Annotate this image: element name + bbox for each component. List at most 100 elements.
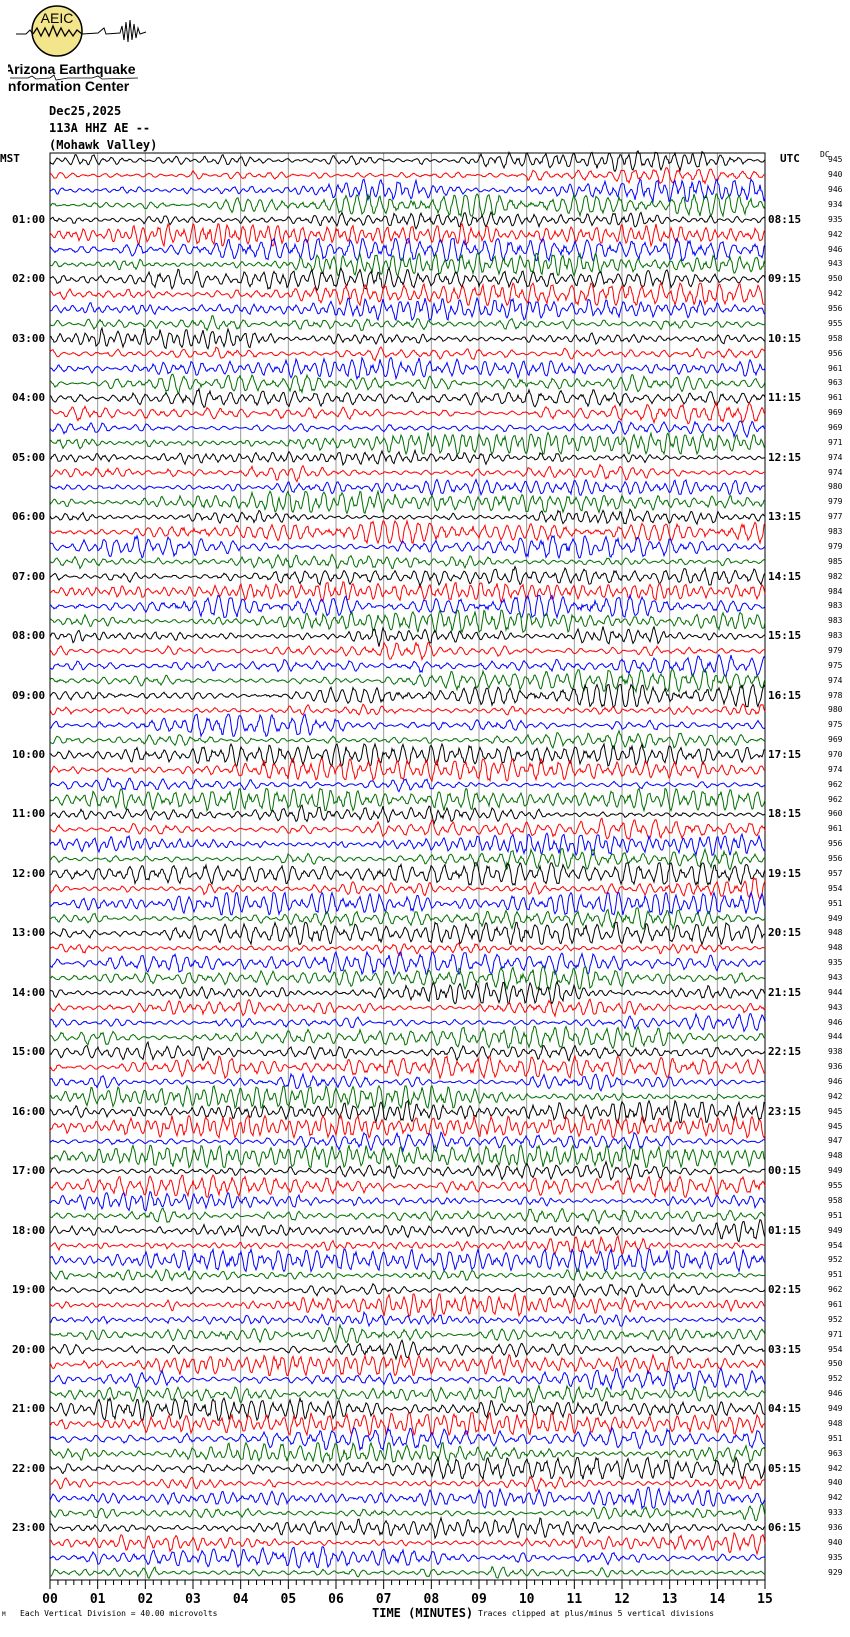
plot-date: Dec25,2025 — [49, 104, 122, 118]
mst-hour-label: 11:00 — [12, 807, 46, 821]
dc-offset-value: 969 — [828, 422, 843, 432]
seismic-trace — [49, 1366, 766, 1392]
dc-offset-value: 952 — [828, 1374, 843, 1384]
seismic-trace — [49, 1531, 766, 1556]
dc-offset-value: 956 — [828, 304, 843, 314]
dc-offset-value: 978 — [828, 690, 843, 700]
utc-hour-label: 10:15 — [768, 331, 802, 345]
dc-offset-value: 935 — [828, 214, 843, 224]
dc-offset-value: 948 — [828, 928, 843, 938]
seismic-trace — [49, 1072, 766, 1092]
seismic-trace — [49, 668, 766, 694]
seismic-trace — [49, 1486, 766, 1511]
utc-hour-label: 00:15 — [768, 1164, 802, 1178]
dc-offset-value: 940 — [828, 1537, 843, 1547]
seismic-trace — [49, 921, 766, 947]
dc-offset-value: 980 — [828, 705, 843, 715]
seismic-trace — [49, 641, 766, 662]
utc-hour-label: 06:15 — [768, 1520, 802, 1534]
seismic-trace — [49, 608, 766, 634]
seismic-trace — [49, 346, 766, 362]
seismic-trace — [49, 966, 766, 991]
utc-hour-label: 01:15 — [768, 1223, 802, 1237]
dc-offset-value: 974 — [828, 764, 843, 774]
station-code: 113A HHZ AE -- — [49, 121, 151, 135]
seismic-trace — [49, 1207, 766, 1226]
dc-offset-value: 969 — [828, 408, 843, 418]
dc-offset-value: 983 — [828, 631, 843, 641]
x-tick-label: 12 — [614, 1592, 630, 1607]
dc-offset-value: 956 — [828, 839, 843, 849]
logo-graphic: AEIC Arizona Earthquake Information Cent… — [4, 5, 147, 94]
seismic-trace — [49, 489, 766, 515]
dc-offset-value: 985 — [828, 556, 843, 566]
dc-offset-value: 950 — [828, 1359, 843, 1369]
dc-offset-value: 951 — [828, 898, 843, 908]
dc-offset-value: 974 — [828, 452, 843, 462]
seismic-trace — [49, 267, 766, 292]
dc-offset-value: 946 — [828, 185, 843, 195]
dc-offset-value: 948 — [828, 1151, 843, 1161]
dc-offset-value: 977 — [828, 512, 843, 522]
dc-offset-value: 980 — [828, 482, 843, 492]
mst-hour-label: 20:00 — [12, 1342, 46, 1356]
seismic-trace — [49, 581, 766, 604]
seismic-trace — [49, 817, 766, 841]
seismic-trace — [49, 1131, 766, 1153]
seismic-trace — [49, 1441, 766, 1465]
x-tick-label: 11 — [567, 1592, 583, 1607]
seismic-trace — [49, 950, 766, 976]
dc-offset-value: 946 — [828, 1017, 843, 1027]
x-tick-label: 13 — [662, 1592, 678, 1607]
dc-offset-value: 961 — [828, 363, 843, 373]
mst-label: MST — [0, 152, 20, 165]
seismic-trace — [49, 787, 766, 813]
dc-offset-value: 944 — [828, 987, 843, 997]
seismic-trace — [49, 252, 766, 277]
dc-offset-value: 943 — [828, 972, 843, 982]
seismic-trace — [49, 653, 766, 679]
seismic-trace — [49, 553, 766, 570]
seismic-trace — [49, 907, 766, 931]
mst-hour-label: 10:00 — [12, 748, 46, 762]
seismic-trace — [49, 683, 766, 709]
dc-offset-value: 954 — [828, 1240, 843, 1250]
seismic-trace — [49, 1099, 766, 1125]
dc-offset-value: 938 — [828, 1047, 843, 1057]
seismic-trace — [49, 1247, 766, 1274]
utc-hour-label: 22:15 — [768, 1045, 802, 1059]
x-tick-label: 09 — [471, 1592, 487, 1607]
dc-offset-value: 963 — [828, 1448, 843, 1458]
mst-hour-label: 16:00 — [12, 1104, 46, 1118]
seismic-trace — [49, 315, 766, 332]
dc-offset-value: 984 — [828, 586, 843, 596]
utc-hour-label: 08:15 — [768, 212, 802, 226]
mst-hour-label: 01:00 — [12, 212, 46, 226]
corner-mark: M — [2, 1611, 6, 1618]
x-tick-label: 05 — [281, 1592, 297, 1607]
seismic-trace — [49, 1546, 766, 1569]
svg-text:AEIC: AEIC — [41, 10, 74, 26]
utc-hour-label: 21:15 — [768, 985, 802, 999]
utc-hour-label: 02:15 — [768, 1283, 802, 1297]
seismic-trace — [49, 1040, 766, 1062]
seismic-trace — [49, 149, 766, 173]
dc-offset-value: 956 — [828, 348, 843, 358]
seismic-trace — [49, 177, 766, 204]
dc-offset-value: 942 — [828, 1493, 843, 1503]
x-tick-label: 02 — [138, 1592, 154, 1607]
mst-hour-label: 09:00 — [12, 688, 46, 702]
utc-hour-label: 14:15 — [768, 569, 802, 583]
seismic-trace — [49, 210, 766, 231]
seismic-trace — [49, 1323, 766, 1344]
clip-note: Traces clipped at plus/minus 5 vertical … — [478, 1609, 715, 1618]
seismic-trace — [49, 832, 766, 858]
dc-offset-value: 961 — [828, 824, 843, 834]
seismic-trace — [49, 326, 766, 350]
seismic-trace — [49, 1025, 766, 1050]
seismic-trace — [49, 1113, 766, 1140]
seismic-trace — [49, 296, 766, 322]
seismic-trace — [49, 478, 766, 497]
x-tick-label: 10 — [519, 1592, 535, 1607]
dc-offset-value: 983 — [828, 601, 843, 611]
